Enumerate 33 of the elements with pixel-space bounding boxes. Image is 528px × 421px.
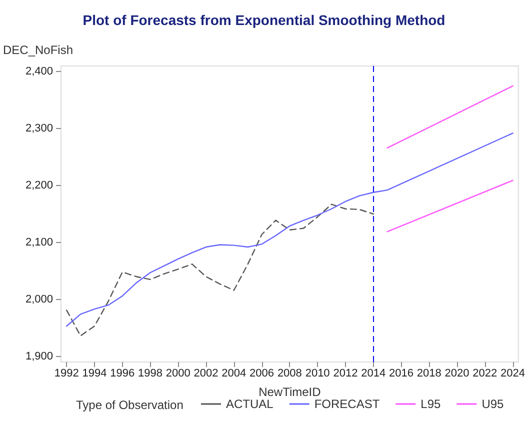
y-tick-label: 2,300 — [25, 122, 53, 135]
x-tick-label: 2016 — [388, 368, 414, 380]
x-tick-label: 1998 — [138, 368, 162, 380]
x-tick-label: 2012 — [333, 368, 358, 380]
x-tick-label: 2020 — [444, 368, 470, 380]
legend-label: FORECAST — [314, 397, 380, 411]
x-tick-label: 2004 — [222, 368, 246, 380]
y-tick-label: 2,000 — [25, 293, 53, 306]
line-series — [66, 132, 514, 327]
x-tick-label: 1996 — [110, 368, 135, 380]
legend-label: ACTUAL — [226, 397, 274, 411]
x-axis-title: NewTimeID — [258, 385, 322, 399]
x-tick-label: 2006 — [250, 368, 274, 380]
y-tick-label: 2,400 — [25, 66, 53, 78]
x-tick-label: 1992 — [54, 368, 79, 380]
x-tick-label: 2002 — [194, 368, 218, 380]
y-tick-label: 2,100 — [25, 236, 53, 248]
chart-title: Plot of Forecasts from Exponential Smoothing Method — [82, 12, 446, 28]
x-tick-label: 2010 — [305, 368, 330, 380]
x-tick-label: 2022 — [472, 368, 498, 380]
legend-label: U95 — [482, 397, 504, 411]
x-tick-label: 2014 — [361, 368, 386, 380]
x-tick-label: 1994 — [82, 368, 107, 380]
x-tick-label: 2000 — [166, 368, 190, 380]
legend-label: L95 — [420, 397, 442, 411]
y-tick-label: 1,900 — [25, 350, 53, 362]
x-tick-label: 2024 — [500, 368, 526, 380]
x-tick-label: 2008 — [277, 368, 302, 380]
x-tick-label: 2018 — [416, 368, 442, 380]
legend-title: Type of Observation — [76, 398, 184, 412]
y-tick-label: 2,200 — [25, 180, 53, 192]
line-series — [66, 204, 374, 336]
y-axis-title: DEC_NoFish — [3, 43, 74, 57]
